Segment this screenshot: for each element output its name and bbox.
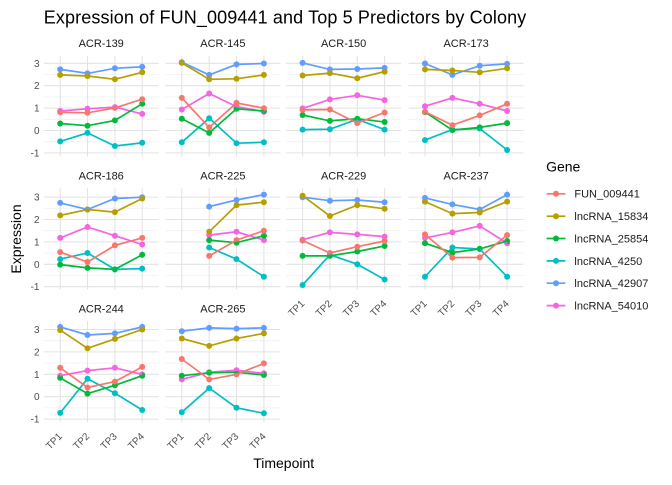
svg-text:ACR-173: ACR-173: [443, 38, 488, 50]
svg-text:Gene: Gene: [546, 159, 580, 175]
svg-text:-1: -1: [31, 282, 40, 293]
svg-text:2: 2: [34, 215, 40, 226]
svg-text:FUN_009441: FUN_009441: [574, 189, 639, 201]
svg-text:lncRNA_25854: lncRNA_25854: [574, 233, 648, 245]
svg-text:ACR-186: ACR-186: [79, 171, 124, 183]
svg-text:lncRNA_54010: lncRNA_54010: [574, 300, 648, 312]
svg-text:Expression: Expression: [8, 204, 24, 273]
svg-text:1: 1: [34, 370, 40, 381]
svg-text:ACR-229: ACR-229: [321, 171, 366, 183]
svg-text:lncRNA_4250: lncRNA_4250: [574, 256, 642, 268]
svg-text:ACR-265: ACR-265: [200, 304, 245, 316]
svg-text:1: 1: [34, 104, 40, 115]
svg-text:2: 2: [34, 81, 40, 92]
svg-text:3: 3: [34, 325, 40, 336]
svg-text:-1: -1: [31, 415, 40, 426]
svg-text:ACR-150: ACR-150: [321, 38, 366, 50]
svg-text:ACR-145: ACR-145: [200, 38, 245, 50]
svg-text:3: 3: [34, 59, 40, 70]
svg-text:1: 1: [34, 237, 40, 248]
svg-text:lncRNA_42907: lncRNA_42907: [574, 278, 648, 290]
svg-text:Expression of FUN_009441 and T: Expression of FUN_009441 and Top 5 Predi…: [44, 8, 527, 29]
svg-text:ACR-225: ACR-225: [200, 171, 245, 183]
svg-text:ACR-139: ACR-139: [79, 38, 124, 50]
svg-text:2: 2: [34, 347, 40, 358]
svg-text:ACR-237: ACR-237: [443, 171, 488, 183]
svg-text:0: 0: [34, 260, 40, 271]
svg-text:Timepoint: Timepoint: [253, 455, 314, 471]
svg-text:lncRNA_15834: lncRNA_15834: [574, 211, 648, 223]
svg-text:3: 3: [34, 193, 40, 204]
svg-text:0: 0: [34, 392, 40, 403]
svg-text:-1: -1: [31, 148, 40, 159]
svg-text:ACR-244: ACR-244: [79, 304, 124, 316]
svg-text:0: 0: [34, 126, 40, 137]
